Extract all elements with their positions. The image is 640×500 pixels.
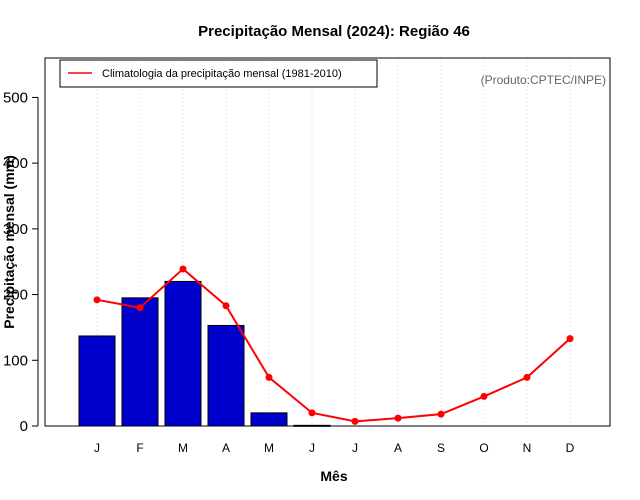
- legend-label: Climatologia da precipitação mensal (198…: [102, 68, 342, 80]
- climatology-series: [93, 265, 574, 425]
- legend: Climatologia da precipitação mensal (198…: [59, 59, 378, 88]
- x-tick-label: A: [394, 441, 402, 455]
- climatology-point-8: [394, 414, 402, 422]
- climatology-point-9: [437, 410, 445, 418]
- plot-frame: [44, 57, 611, 427]
- climatology-point-6: [308, 409, 316, 417]
- climatology-point-10: [480, 392, 488, 400]
- y-tick-label: 300: [3, 221, 28, 238]
- y-tick-label: 100: [3, 352, 28, 369]
- x-tick-label: M: [264, 441, 274, 455]
- x-tick-label: N: [523, 441, 532, 455]
- climatology-point-3: [179, 265, 187, 273]
- y-axis-label: Precipitação mensal (mm): [1, 155, 17, 329]
- climatology-line: [96, 267, 571, 423]
- x-tick-label: F: [136, 441, 143, 455]
- y-tick-label: 200: [3, 287, 28, 304]
- climatology-point-11: [523, 373, 531, 381]
- bar-2: [121, 297, 159, 427]
- vertical-grid: [96, 58, 571, 426]
- legend-box: [59, 59, 378, 88]
- bar-3: [164, 280, 202, 427]
- y-axis: 0 100 200 300 400 500: [3, 89, 39, 435]
- x-tick-label: J: [309, 441, 315, 455]
- x-axis-label: Mês: [320, 468, 347, 484]
- x-tick-label: O: [479, 441, 488, 455]
- x-tick-label: A: [222, 441, 230, 455]
- climatology-point-5: [265, 373, 273, 381]
- x-tick-label: M: [178, 441, 188, 455]
- bar-4: [207, 324, 245, 427]
- bar-5: [250, 412, 288, 427]
- climatology-point-1: [93, 296, 101, 304]
- y-tick-label: 400: [3, 155, 28, 172]
- chart-title: Precipitação Mensal (2024): Região 46: [198, 23, 470, 40]
- x-tick-label: S: [437, 441, 445, 455]
- source-credit: (Produto:CPTEC/INPE): [481, 73, 606, 87]
- y-tick-label: 0: [20, 418, 28, 435]
- x-tick-label: J: [352, 441, 358, 455]
- climatology-point-2: [136, 304, 144, 312]
- x-tick-label: J: [94, 441, 100, 455]
- bar-1: [78, 335, 116, 427]
- x-tick-label: D: [566, 441, 575, 455]
- climatology-point-4: [222, 302, 230, 310]
- climatology-point-7: [351, 417, 359, 425]
- climatology-point-12: [566, 335, 574, 343]
- y-tick-label: 500: [3, 89, 28, 106]
